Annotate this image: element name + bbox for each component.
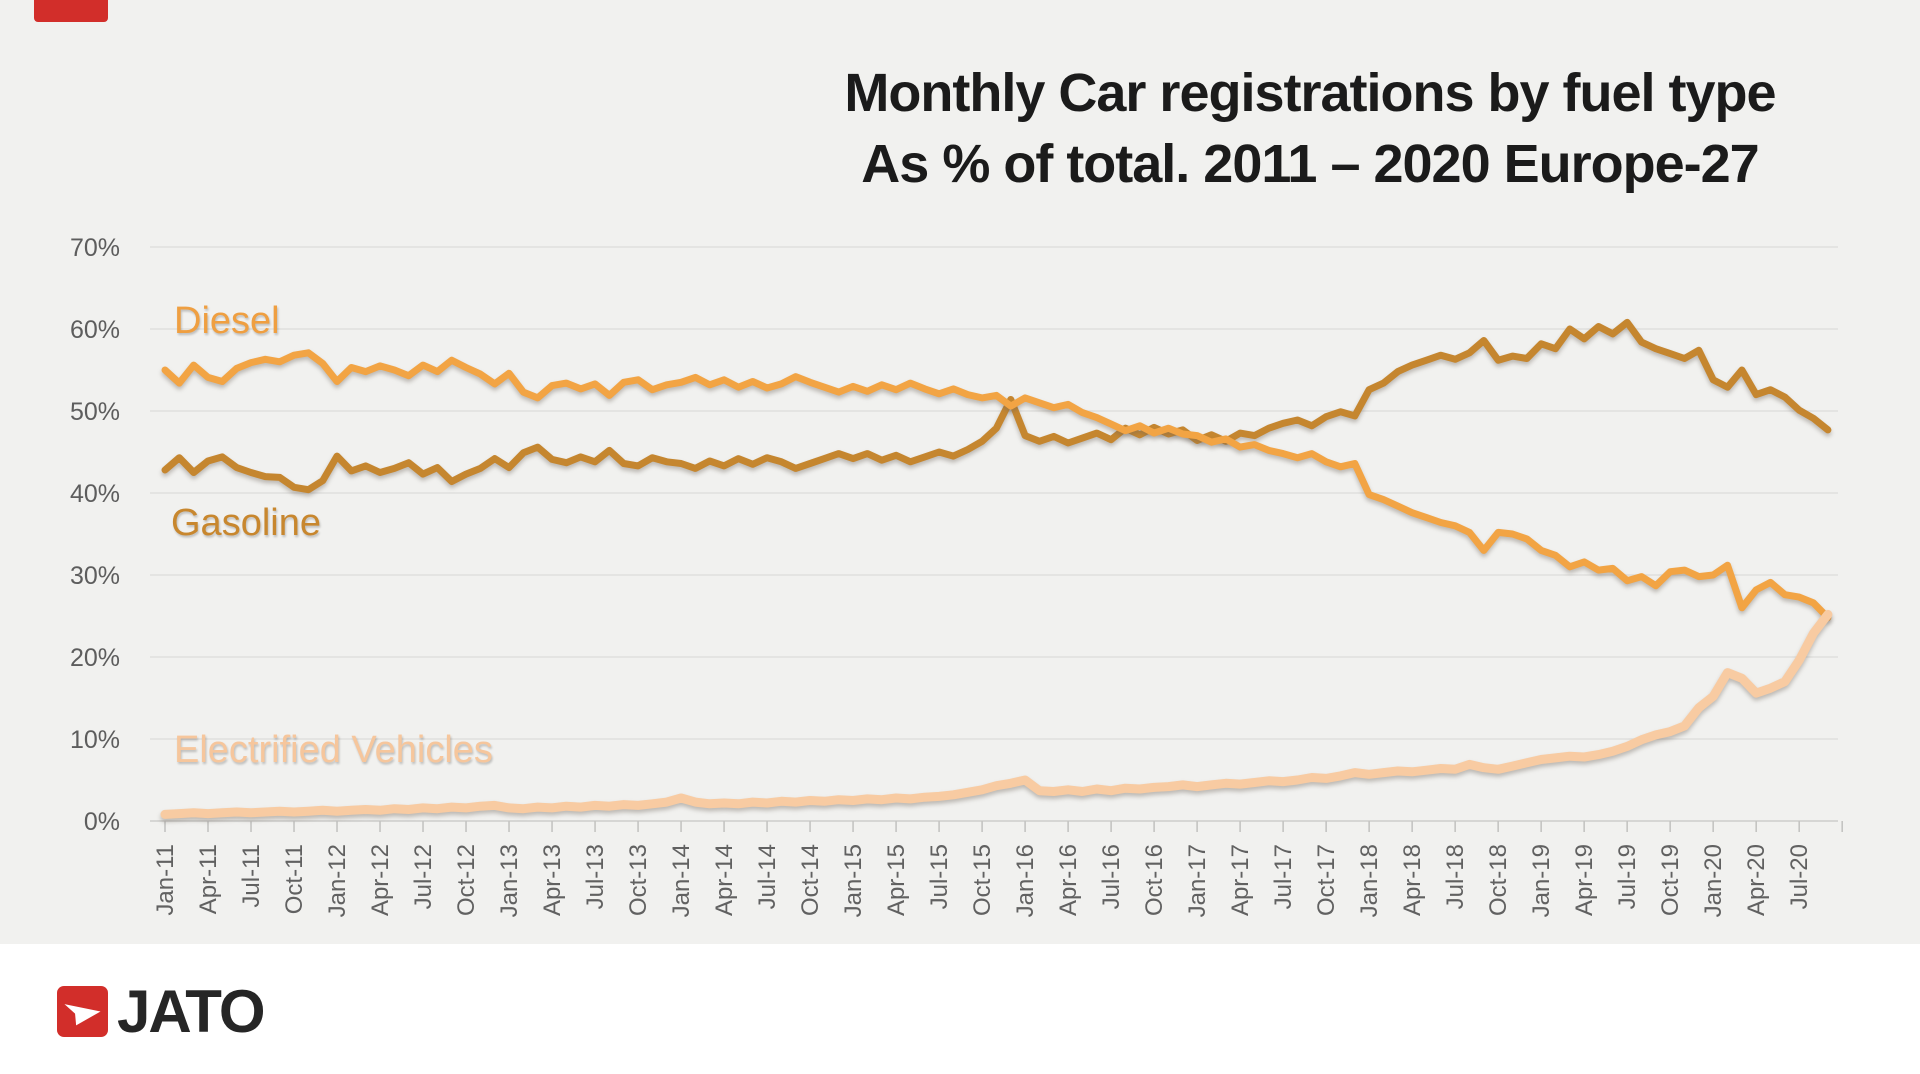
y-axis-tick-label: 40% — [70, 480, 120, 508]
x-axis-tick-label: Jan-11 — [152, 844, 179, 916]
x-axis-tick-label: Apr-17 — [1227, 844, 1254, 916]
x-axis-tick-label: Jul-12 — [410, 844, 437, 909]
x-axis-tick-label: Apr-16 — [1055, 844, 1082, 916]
y-axis-tick-label: 70% — [70, 234, 120, 262]
x-axis-tick-label: Apr-20 — [1743, 844, 1770, 916]
series-label-gasoline: Gasoline — [171, 502, 321, 544]
x-axis-tick-label: Jan-14 — [668, 844, 695, 917]
x-axis-tick-label: Oct-11 — [281, 844, 308, 914]
x-axis-tick-label: Jul-16 — [1098, 844, 1125, 909]
x-axis-tick-label: Jan-18 — [1356, 844, 1383, 917]
x-axis-tick-label: Oct-17 — [1313, 844, 1340, 916]
x-axis-tick-label: Jul-13 — [582, 844, 609, 909]
x-axis-tick-label: Apr-15 — [883, 844, 910, 916]
y-axis-tick-label: 0% — [84, 808, 120, 836]
x-axis-tick-label: Jan-13 — [496, 844, 523, 917]
x-axis-tick-label: Jul-20 — [1786, 844, 1813, 909]
series-line-electrified-vehicles — [160, 609, 1833, 819]
line-chart: 0% 10% 20% 30% 40% 50% 60% 70% Jan-11 Apr-11 Jul-1… — [70, 234, 1843, 917]
chart-title: Monthly Car registrations by fuel type A… — [700, 58, 1920, 200]
jato-logo-mark — [57, 986, 108, 1037]
x-axis-tick-label: Oct-15 — [969, 844, 996, 916]
x-axis-tick-label: Apr-13 — [539, 844, 566, 916]
x-axis-tick-label: Jan-19 — [1528, 844, 1555, 917]
jato-logo-text: JATO — [117, 978, 265, 1045]
x-axis-tick-label: Jul-17 — [1270, 844, 1297, 909]
y-axis-tick-label: 60% — [70, 316, 120, 344]
x-axis-tick-label: Jul-15 — [926, 844, 953, 909]
red-corner-tab — [34, 0, 108, 22]
x-axis-tick-label: Jan-16 — [1012, 844, 1039, 917]
x-axis-tick-label: Apr-18 — [1399, 844, 1426, 916]
x-axis-tick-label: Oct-14 — [797, 844, 824, 916]
x-axis-tick-label: Jul-11 — [238, 844, 265, 908]
y-axis-tick-label: 10% — [70, 726, 120, 754]
x-axis-tick-label: Oct-19 — [1657, 844, 1684, 916]
series-line-diesel — [161, 349, 1832, 622]
x-axis-tick-label: Oct-18 — [1485, 844, 1512, 916]
chart-title-line2: As % of total. 2011 – 2020 Europe-27 — [861, 134, 1759, 194]
x-axis-tick-label: Apr-19 — [1571, 844, 1598, 916]
chart-title-line1: Monthly Car registrations by fuel type — [844, 63, 1776, 123]
chart-panel — [0, 0, 1920, 944]
x-axis-tick-label: Apr-11 — [195, 844, 222, 914]
x-axis-tick-label: Apr-12 — [367, 844, 394, 916]
x-axis-tick-label: Jan-20 — [1700, 844, 1727, 917]
x-axis-tick-label: Oct-13 — [625, 844, 652, 916]
series-line-gasoline — [161, 318, 1832, 494]
y-axis-tick-label: 50% — [70, 398, 120, 426]
series-label-diesel: Diesel — [174, 300, 280, 342]
x-axis-tick-label: Oct-16 — [1141, 844, 1168, 916]
series-label-electrified-vehicles: Electrified Vehicles — [174, 729, 493, 771]
jato-logo: JATO — [57, 978, 265, 1045]
arrow-icon — [64, 1004, 101, 1026]
x-axis-tick-label: Oct-12 — [453, 844, 480, 916]
x-axis-tick-label: Jul-18 — [1442, 844, 1469, 909]
x-axis-tick-label: Apr-14 — [711, 844, 738, 916]
y-axis-tick-label: 20% — [70, 644, 120, 672]
x-axis-tick-label: Jan-17 — [1184, 844, 1211, 917]
y-axis-tick-label: 30% — [70, 562, 120, 590]
x-axis-tick-label: Jul-19 — [1614, 844, 1641, 909]
x-axis-tick-label: Jan-15 — [840, 844, 867, 917]
x-axis-tick-label: Jul-14 — [754, 844, 781, 909]
x-axis-tick-label: Jan-12 — [324, 844, 351, 917]
